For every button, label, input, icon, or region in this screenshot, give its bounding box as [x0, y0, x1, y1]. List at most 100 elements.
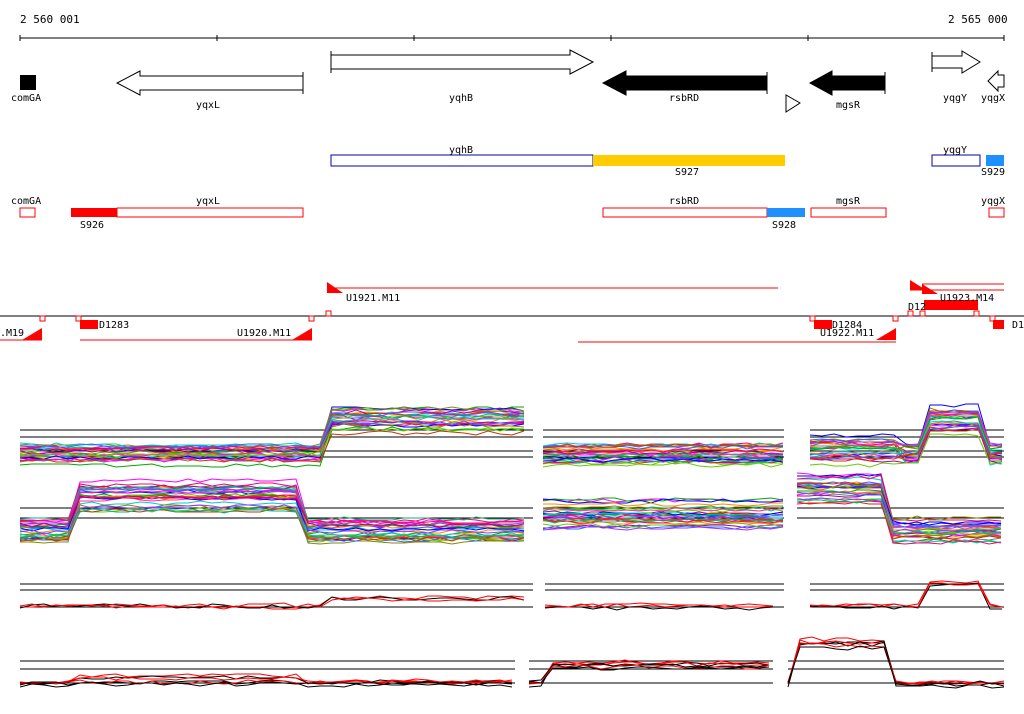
profile-line: [809, 423, 1003, 458]
gene-yqxL[interactable]: yqxL: [115, 70, 304, 111]
coordinate-ruler: 2 560 001 2 565 000: [19, 13, 1008, 41]
gene-yqgX[interactable]: yqgX: [981, 69, 1005, 104]
feature-marker: [892, 315, 899, 322]
profile-line: [20, 420, 524, 453]
profile-line: [542, 507, 783, 512]
profile-line: [542, 506, 784, 512]
segment-yqhB-label: yqhB: [449, 145, 473, 156]
gene-comGA[interactable]: comGA: [11, 75, 41, 104]
segment-S926-label: S926: [80, 220, 104, 231]
profile-line: [796, 474, 1002, 522]
segment-rsbRD[interactable]: [602, 207, 768, 218]
segment-comGA-label: comGA: [11, 196, 41, 207]
profile-line: [19, 679, 513, 688]
segment-yqxL[interactable]: [116, 207, 304, 218]
profile-line: [19, 675, 513, 685]
profile-line: [542, 443, 783, 449]
gene-yqgY-label: yqgY: [943, 93, 967, 104]
profile-line: [542, 462, 784, 468]
profile-line: [20, 489, 524, 525]
gene-comGA-block[interactable]: [20, 75, 36, 90]
profile-line: [19, 495, 525, 528]
gene-track: comGA yqxL yqhB rsbRD mgsR yqgY: [11, 49, 1005, 113]
profile-line: [528, 663, 770, 682]
profile-line: [542, 498, 784, 504]
profile-line: [544, 605, 774, 611]
segment-S927[interactable]: [593, 155, 785, 166]
profile-line: [19, 416, 525, 448]
segment-track-reverse: comGA S926 yqxL rsbRD S928 mgsR yqgX: [11, 196, 1005, 231]
profile-line: [542, 517, 784, 523]
profile-line: [542, 456, 784, 462]
profile-line: [528, 666, 770, 684]
segment-yqgY-label: yqgY: [943, 145, 967, 156]
profile-line: [796, 498, 1002, 535]
profile-line: [809, 411, 1003, 457]
profile-line: [787, 641, 1005, 685]
feature-marker: [809, 315, 816, 322]
feature-marker: [308, 315, 315, 322]
gene-rsbRD-arrow[interactable]: [601, 70, 768, 96]
profile-line: [787, 642, 1005, 685]
profile-line: [542, 443, 784, 448]
gene-yqgX-label: yqgX: [981, 93, 1005, 104]
gene-yqgX-arrow[interactable]: [987, 69, 1005, 93]
gene-mgsR[interactable]: mgsR: [808, 70, 886, 111]
profile-line: [542, 497, 784, 502]
profile-line: [19, 421, 525, 463]
profile-line: [19, 426, 525, 458]
segment-mgsR-label: mgsR: [836, 196, 861, 207]
profile-line: [542, 519, 784, 524]
feature-D1284-block[interactable]: [814, 320, 832, 329]
feature-track: U1921.M11 .M19 D1283 U1920.M11 D1284 U19…: [0, 280, 1024, 343]
feature-flag: [922, 284, 938, 294]
profile-line: [20, 490, 525, 527]
feature-flag: [22, 328, 42, 340]
profile-line: [19, 426, 525, 468]
feature-label-D1284: D1284: [832, 320, 862, 331]
segment-S929[interactable]: [986, 155, 1004, 166]
profile-line: [19, 422, 525, 456]
feature-label-U1923: U1923.M14: [940, 293, 994, 304]
profile-line: [796, 485, 1001, 521]
gene-yqhB[interactable]: yqhB: [330, 49, 595, 104]
feature-marker: [989, 315, 996, 322]
segment-S928[interactable]: [767, 208, 805, 217]
profile-line: [542, 518, 784, 524]
gene-rsbRD[interactable]: rsbRD: [601, 70, 768, 104]
segment-yqgY[interactable]: [931, 154, 981, 167]
gene-mgsR-arrow[interactable]: [808, 70, 886, 96]
gene-yqhB-label: yqhB: [449, 93, 473, 104]
segment-yqhB[interactable]: [330, 154, 594, 167]
feature-label-M19: .M19: [0, 328, 24, 339]
profile-line: [809, 582, 1003, 608]
feature-flag: [876, 328, 896, 340]
profile-line: [19, 504, 525, 541]
gene-yqxL-arrow[interactable]: [115, 70, 304, 96]
profile-line: [809, 433, 1003, 468]
profile-line: [796, 497, 1001, 534]
expression-profiles: [19, 403, 1005, 689]
feature-D1283-block[interactable]: [80, 320, 98, 329]
profile-line: [809, 416, 1003, 451]
small-gene-arrow[interactable]: [785, 94, 801, 113]
profile-line: [809, 410, 1002, 448]
profile-line: [20, 420, 525, 448]
feature-D12-block[interactable]: [993, 320, 1004, 329]
feature-cluster-block[interactable]: [924, 300, 978, 310]
gene-yqhB-arrow[interactable]: [330, 49, 595, 75]
profile-line: [19, 495, 525, 532]
gene-yqgY[interactable]: yqgY: [931, 50, 981, 104]
gene-yqgY-arrow[interactable]: [931, 50, 981, 74]
profile-line: [796, 491, 1002, 528]
segment-S926[interactable]: [71, 208, 117, 217]
profile-line: [528, 664, 770, 684]
feature-flag: [292, 328, 312, 340]
segment-yqgX[interactable]: [988, 207, 1005, 218]
profile-line: [542, 526, 784, 531]
segment-mgsR[interactable]: [810, 207, 887, 218]
gene-mgsR-label: mgsR: [836, 100, 861, 111]
profile-line: [542, 524, 784, 530]
profile-line: [19, 676, 513, 684]
segment-comGA[interactable]: [19, 207, 36, 218]
